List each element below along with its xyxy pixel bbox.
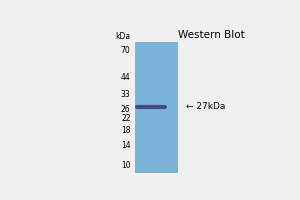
Text: 18: 18	[121, 126, 130, 135]
Text: 22: 22	[121, 114, 130, 123]
Text: 10: 10	[121, 161, 130, 170]
FancyBboxPatch shape	[135, 42, 177, 172]
Text: 70: 70	[121, 46, 130, 55]
Text: 44: 44	[121, 73, 130, 82]
Text: 33: 33	[121, 90, 130, 99]
Text: 14: 14	[121, 141, 130, 150]
Text: Western Blot: Western Blot	[178, 30, 245, 40]
Text: ← 27kDa: ← 27kDa	[186, 102, 226, 111]
Text: kDa: kDa	[116, 32, 130, 41]
Text: 26: 26	[121, 105, 130, 114]
